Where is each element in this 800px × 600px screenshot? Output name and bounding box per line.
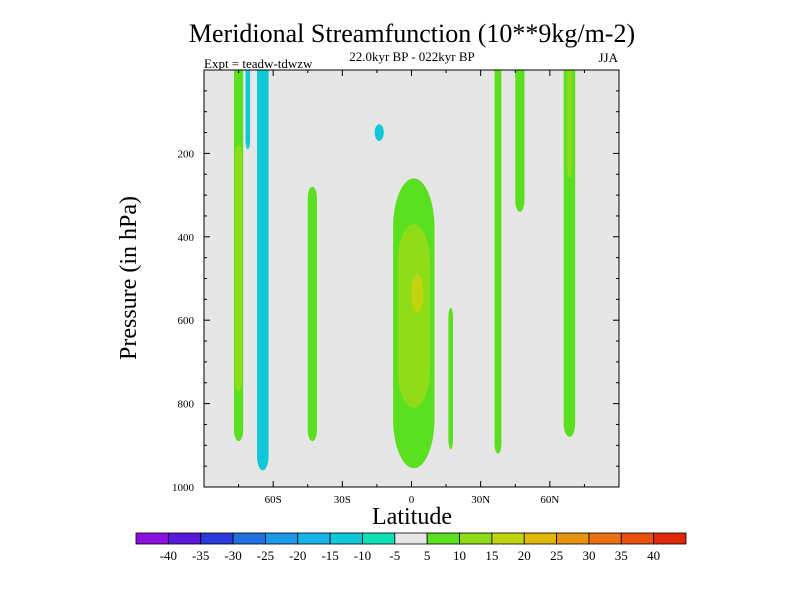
y-tick-label: 600 — [178, 315, 195, 327]
colorbar-swatch — [394, 532, 428, 545]
x-tick-label: 60S — [265, 494, 282, 506]
chart-subtitle: 22.0kyr BP - 022kyr BP — [349, 49, 475, 64]
axis-ticks: 60S 30S 0 30N 60N 200 400 600 800 1000 — [172, 70, 620, 506]
colorbar-swatch — [200, 532, 234, 545]
colorbar-label: 30 — [582, 548, 595, 563]
contour-fill-layer — [233, 70, 576, 471]
x-tick-label: 60N — [540, 494, 559, 506]
colorbar-label: -15 — [321, 548, 338, 563]
y-tick-label: 200 — [178, 148, 195, 160]
upper-cyan-blob — [374, 124, 384, 141]
colorbar-swatch — [362, 532, 396, 545]
colorbar-swatch — [167, 532, 202, 545]
experiment-label: Expt = teadw-tdwzw — [204, 56, 313, 71]
colorbar-swatch — [620, 532, 655, 545]
x-tick-label: 30S — [334, 494, 351, 506]
colorbar-label: -5 — [389, 548, 400, 563]
nh-yellow-65n — [567, 70, 572, 179]
colorbar-label: -35 — [192, 548, 209, 563]
colorbar-swatch — [232, 532, 266, 545]
chart-title: Meridional Streamfunction (10**9kg/m-2) — [189, 19, 635, 48]
colorbar-swatch — [459, 532, 493, 545]
y-tick-label: 400 — [178, 232, 195, 244]
y-tick-label: 1000 — [172, 482, 195, 494]
sh-cyan-column — [257, 70, 269, 471]
y-axis-label: Pressure (in hPa) — [116, 196, 142, 360]
sh-yellow-core — [235, 145, 243, 392]
sh-cyan-thin — [245, 70, 251, 150]
nh-green-30n — [494, 70, 502, 454]
midlat-green — [307, 186, 317, 442]
eq-core — [411, 274, 424, 312]
colorbar-label: -25 — [257, 548, 274, 563]
colorbar-swatch — [653, 532, 687, 545]
colorbar-swatch — [135, 532, 169, 545]
colorbar-label: -30 — [224, 548, 241, 563]
y-tick-label: 800 — [178, 399, 195, 411]
x-tick-label: 0 — [409, 494, 415, 506]
x-tick-label: 30N — [471, 494, 490, 506]
colorbar-label: 20 — [518, 548, 531, 563]
colorbar-label: 35 — [615, 548, 628, 563]
season-label: JJA — [598, 50, 618, 65]
nh-green-thin — [448, 307, 453, 450]
colorbar-label: 25 — [550, 548, 563, 563]
colorbar-label: 40 — [647, 548, 660, 563]
eq-yellow-cell — [397, 224, 430, 408]
colorbar-swatch — [523, 532, 557, 545]
plot-area: 60S 30S 0 30N 60N 200 400 600 800 1000 — [172, 69, 620, 506]
colorbar-swatch — [329, 532, 363, 545]
x-axis-label: Latitude — [372, 504, 452, 530]
colorbar-label: -10 — [354, 548, 371, 563]
nh-green-65n — [563, 70, 576, 437]
colorbar-label: 10 — [453, 548, 466, 563]
colorbar-swatch — [297, 532, 331, 545]
colorbar-swatch — [556, 532, 590, 545]
colorbar-label: -20 — [289, 548, 306, 563]
colorbar-swatch — [588, 532, 622, 545]
colorbar-label: 5 — [424, 548, 431, 563]
colorbar-swatch — [265, 532, 299, 545]
colorbar-swatch — [491, 532, 525, 545]
colorbar-label: -40 — [160, 548, 177, 563]
nh-green-45n — [515, 70, 525, 212]
colorbar-swatch — [426, 532, 460, 545]
colorbar-label: 15 — [485, 548, 498, 563]
colorbar: -40 -35 -30 -25 -20 -15 -10 -5 5 10 15 20 25 30 35 40 — [135, 532, 687, 563]
